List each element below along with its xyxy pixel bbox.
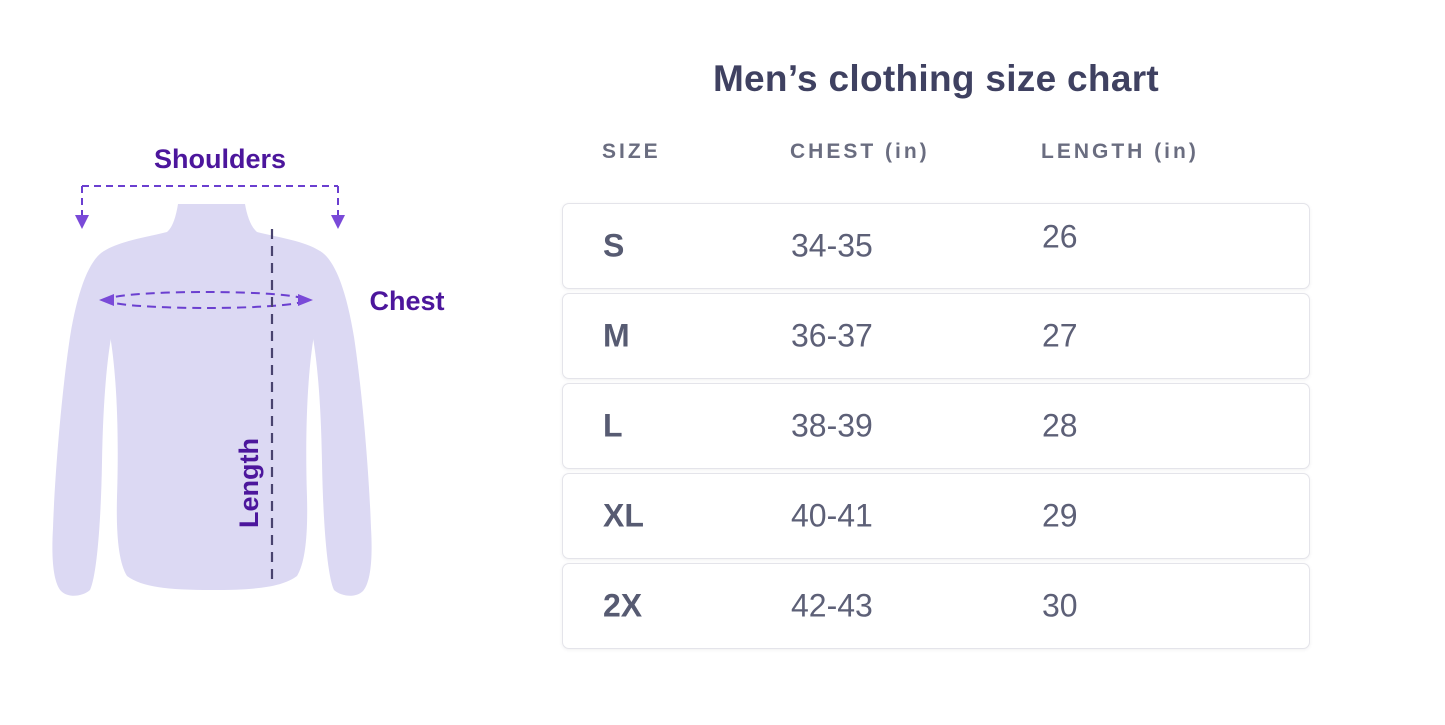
column-header-size: SIZE <box>602 140 661 163</box>
shirt-body-shape <box>98 204 326 590</box>
table-row: S 34-35 26 <box>562 203 1310 289</box>
chest-label: Chest <box>369 286 444 316</box>
table-row: M 36-37 27 <box>562 293 1310 379</box>
size-cell: XL <box>603 497 644 534</box>
length-cell: 29 <box>1042 497 1078 534</box>
length-label: Length <box>234 438 264 528</box>
size-table: S 34-35 26 M 36-37 27 L 38-39 28 XL 40-4… <box>562 203 1310 653</box>
table-row: 2X 42-43 30 <box>562 563 1310 649</box>
column-header-chest: CHEST (in) <box>790 140 930 163</box>
size-cell: L <box>603 407 623 444</box>
shoulders-arrow-left-icon <box>75 215 89 229</box>
size-cell: S <box>603 227 625 264</box>
shoulders-measure-line <box>81 185 339 215</box>
column-header-length: LENGTH (in) <box>1041 140 1199 163</box>
table-row: XL 40-41 29 <box>562 473 1310 559</box>
chest-cell: 38-39 <box>791 407 873 444</box>
size-cell: 2X <box>603 587 643 624</box>
shirt-left-sleeve <box>52 251 116 596</box>
shirt-measurement-diagram: Shoulders Chest Length <box>52 144 445 596</box>
chest-cell: 34-35 <box>791 227 873 264</box>
length-cell: 30 <box>1042 587 1078 624</box>
table-row: L 38-39 28 <box>562 383 1310 469</box>
chest-cell: 36-37 <box>791 317 873 354</box>
size-cell: M <box>603 317 630 354</box>
length-cell: 28 <box>1042 407 1078 444</box>
shoulders-arrow-right-icon <box>331 215 345 229</box>
length-cell: 26 <box>1042 218 1078 255</box>
chest-cell: 40-41 <box>791 497 873 534</box>
page-title: Men’s clothing size chart <box>712 58 1160 99</box>
shoulders-label: Shoulders <box>154 144 286 174</box>
chest-cell: 42-43 <box>791 587 873 624</box>
chest-arrow-left-icon <box>99 294 114 306</box>
length-cell: 27 <box>1042 317 1078 354</box>
chest-arrow-right-icon <box>298 294 313 306</box>
shirt-right-sleeve <box>308 251 372 596</box>
